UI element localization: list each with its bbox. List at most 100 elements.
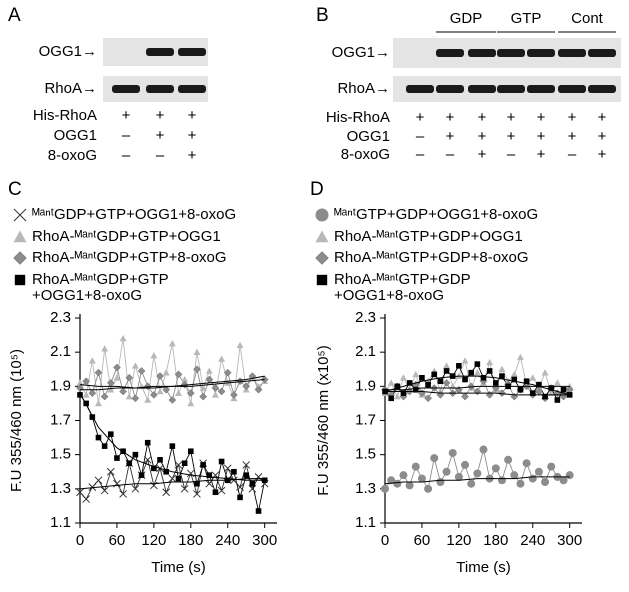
marker	[548, 385, 555, 391]
marker	[449, 373, 456, 379]
legend-label: +OGG1+8-oxoG	[32, 287, 142, 304]
marker	[523, 378, 530, 385]
marker	[554, 397, 561, 403]
marker	[205, 367, 213, 374]
x-tick-label: 0	[381, 532, 389, 549]
legend-label: RhoA-ᴹᵃⁿᵗGTP+GDP	[334, 271, 471, 288]
marker	[193, 348, 201, 355]
marker	[77, 392, 83, 398]
marker	[101, 345, 109, 352]
marker	[510, 370, 518, 378]
y-tick-label: 1.5	[50, 446, 71, 463]
band	[497, 49, 525, 57]
x-axis-label: Time (s)	[456, 559, 510, 576]
marker	[493, 380, 499, 386]
cell: +	[446, 128, 455, 145]
marker	[132, 451, 139, 458]
x-tick-label: 60	[109, 532, 126, 549]
cell: +	[537, 109, 546, 126]
band	[497, 85, 525, 93]
marker	[473, 469, 482, 478]
marker	[76, 488, 84, 497]
marker	[113, 479, 121, 488]
y-tick-label: 1.7	[50, 411, 71, 428]
marker	[486, 368, 493, 374]
marker	[236, 483, 244, 491]
x-tick-label: 240	[215, 532, 240, 549]
marker	[180, 484, 189, 493]
marker	[205, 479, 214, 488]
marker	[125, 393, 133, 400]
band	[436, 49, 464, 57]
band	[588, 85, 616, 93]
band	[558, 85, 586, 93]
marker	[212, 489, 219, 496]
cell: +	[188, 127, 197, 144]
cell: –	[507, 146, 516, 163]
marker	[419, 374, 425, 381]
marker	[316, 274, 328, 286]
marker	[100, 486, 109, 495]
marker	[144, 439, 151, 446]
marker	[443, 368, 450, 374]
marker	[181, 376, 189, 383]
marker	[162, 488, 171, 497]
marker	[315, 208, 329, 222]
blot-label: RhoA→	[337, 80, 390, 97]
marker	[157, 456, 163, 463]
marker	[255, 508, 262, 514]
marker	[254, 473, 263, 481]
marker	[13, 208, 27, 222]
marker	[504, 455, 513, 464]
y-tick-label: 1.1	[50, 514, 71, 531]
y-axis-label: F.U 355/460 nm (x10⁵)	[315, 345, 332, 495]
marker	[187, 399, 195, 407]
row-label: 8-oxoG	[48, 147, 97, 164]
cell: –	[156, 147, 165, 164]
marker	[237, 494, 243, 501]
cell: +	[156, 107, 165, 124]
band	[112, 85, 140, 93]
legend-label: +OGG1+8-oxoG	[334, 287, 444, 304]
cell: +	[478, 128, 487, 145]
marker	[88, 389, 97, 398]
cell: +	[598, 128, 607, 145]
y-tick-label: 2.1	[355, 343, 376, 360]
marker	[168, 396, 177, 404]
fit-line	[79, 379, 265, 389]
marker	[131, 484, 140, 493]
marker	[83, 400, 89, 407]
panel-label: C	[8, 179, 22, 200]
marker	[218, 458, 225, 465]
marker	[217, 387, 226, 396]
x-tick-label: 0	[76, 532, 84, 549]
marker	[188, 448, 194, 455]
marker	[174, 370, 183, 379]
marker	[468, 369, 474, 376]
marker	[76, 379, 84, 386]
marker	[387, 379, 395, 386]
y-tick-label: 2.3	[50, 309, 71, 326]
marker	[461, 460, 470, 469]
marker	[431, 371, 438, 378]
marker	[315, 230, 329, 243]
group-label: GTP	[511, 10, 542, 27]
legend-label: ᴹᵃⁿᵗGDP+GTP+OGG1+8-oxoG	[32, 206, 236, 223]
marker	[486, 358, 494, 366]
cell: –	[568, 146, 577, 163]
marker	[114, 455, 120, 461]
marker	[119, 490, 127, 498]
panel-label: D	[310, 179, 324, 200]
legend-label: RhoA-ᴹᵃⁿᵗGDP+GTP	[32, 271, 169, 288]
marker	[168, 474, 177, 483]
row-label: OGG1	[54, 127, 97, 144]
marker	[443, 362, 451, 369]
marker	[541, 369, 549, 376]
marker	[522, 459, 531, 468]
marker	[168, 340, 176, 347]
marker	[442, 379, 451, 387]
marker	[13, 230, 27, 243]
marker	[89, 414, 96, 420]
x-tick-label: 300	[252, 532, 277, 549]
